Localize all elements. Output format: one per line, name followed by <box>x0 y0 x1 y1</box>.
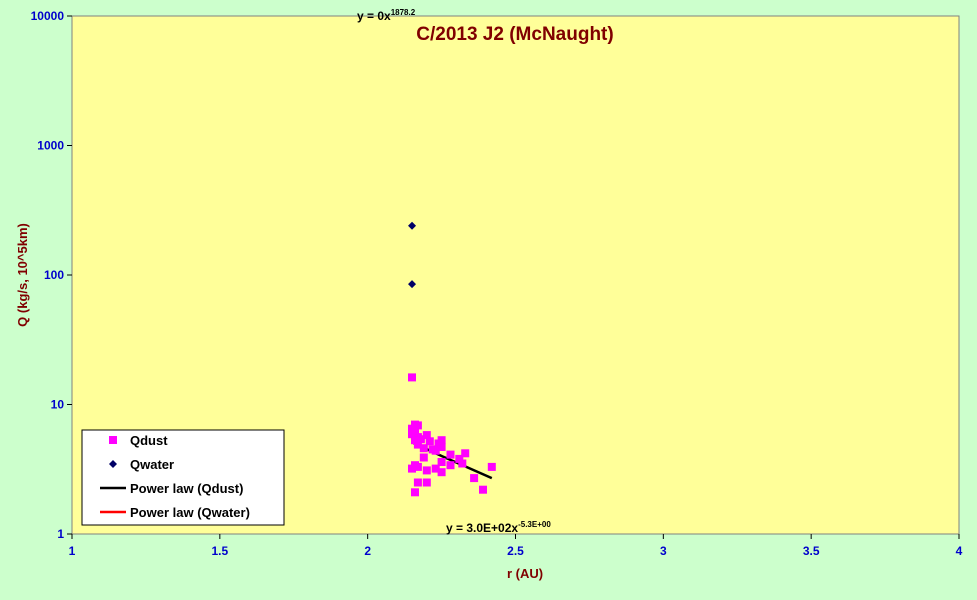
qdust-point <box>408 373 416 382</box>
x-axis: 1 1.5 2 2.5 3 3.5 4 <box>69 534 963 558</box>
y-axis: 1 10 100 1000 10000 <box>31 9 72 541</box>
qdust-point <box>416 435 425 444</box>
qdust-point <box>446 461 455 470</box>
water-fit-base: y = 0x <box>357 9 391 23</box>
qdust-point <box>413 440 422 449</box>
y-tick-label: 100 <box>44 268 64 282</box>
y-tick-label: 1 <box>57 527 64 541</box>
qdust-point <box>411 488 419 497</box>
qdust-point <box>437 443 446 451</box>
qdust-point <box>479 485 487 494</box>
y-tick-label: 1000 <box>37 139 64 153</box>
x-tick-label: 3 <box>660 544 667 558</box>
legend: Qdust Qwater Power law (Qdust) Power law… <box>81 429 285 526</box>
x-tick-label: 2.5 <box>507 544 524 558</box>
qdust-point <box>411 436 419 445</box>
x-tick-label: 2 <box>364 544 371 558</box>
qdust-point <box>470 474 479 483</box>
water-fit-equation: y = 0x1878.2 <box>357 8 416 23</box>
qdust-point <box>437 436 446 445</box>
qdust-point <box>437 458 446 466</box>
qwater-point <box>408 221 417 230</box>
legend-qdust-marker <box>109 436 117 444</box>
qdust-point <box>422 431 431 440</box>
dust-fit-equation: y = 3.0E+02x-5.3E+00 <box>446 520 551 535</box>
legend-qdust-label: Qdust <box>130 433 168 448</box>
qdust-point <box>419 453 428 462</box>
dust-fit-exponent: -5.3E+00 <box>518 520 551 529</box>
qdust-point <box>431 446 440 455</box>
qdust-point <box>422 466 431 475</box>
water-fit-exponent: 1878.2 <box>391 8 416 17</box>
legend-box <box>81 429 285 526</box>
y-axis-label: Q (kg/s, 10^5km) <box>15 223 30 327</box>
qdust-point <box>431 464 440 473</box>
legend-power-law-qwater-label: Power law (Qwater) <box>130 505 250 520</box>
y-tick-label: 10 <box>51 398 65 412</box>
qdust-point <box>461 449 470 458</box>
qdust-point <box>455 454 464 463</box>
chart-title: C/2013 J2 (McNaught) <box>416 24 613 45</box>
qdust-point <box>446 450 455 459</box>
qdust-point <box>408 464 416 473</box>
qdust-point <box>458 459 467 468</box>
qdust-point <box>422 478 431 487</box>
legend-power-law-qdust-label: Power law (Qdust) <box>130 481 243 496</box>
x-tick-label: 3.5 <box>803 544 820 558</box>
y-tick-label: 10000 <box>31 9 65 23</box>
legend-qwater-marker <box>109 460 117 468</box>
x-tick-label: 1.5 <box>211 544 228 558</box>
qwater-point <box>408 280 417 289</box>
qdust-point <box>425 437 434 446</box>
dust-fit-base: y = 3.0E+02x <box>446 521 518 535</box>
qdust-point <box>408 430 416 439</box>
qdust-point <box>419 444 428 453</box>
qdust-point <box>413 421 422 430</box>
legend-qwater-label: Qwater <box>130 457 174 472</box>
data-points <box>408 221 496 497</box>
qdust-point <box>487 462 496 471</box>
qdust-point <box>413 478 422 487</box>
x-tick-label: 4 <box>956 544 963 558</box>
qdust-point <box>437 468 446 477</box>
x-axis-label: r (AU) <box>507 566 543 581</box>
x-tick-label: 1 <box>69 544 76 558</box>
qdust-point <box>413 462 422 471</box>
